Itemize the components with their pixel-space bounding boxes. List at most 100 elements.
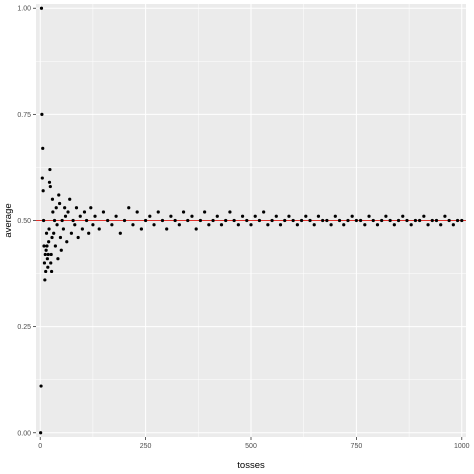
data-point xyxy=(47,180,52,184)
x-axis-ticks: 0 250 500 750 1000 xyxy=(38,437,470,450)
data-point xyxy=(46,252,50,257)
data-point xyxy=(380,218,384,223)
data-point xyxy=(236,223,240,227)
data-point xyxy=(42,261,47,265)
data-point xyxy=(41,218,46,223)
data-point xyxy=(396,218,401,223)
data-point xyxy=(262,210,266,214)
data-point xyxy=(232,218,236,223)
y-tick-label: 0.00 xyxy=(17,430,31,437)
data-point xyxy=(57,193,61,197)
data-point xyxy=(308,218,312,223)
y-tick-label: 1.00 xyxy=(17,6,31,13)
data-point xyxy=(257,218,262,223)
data-point xyxy=(46,265,50,269)
data-point xyxy=(91,223,95,227)
data-point xyxy=(47,240,51,244)
data-point xyxy=(58,201,62,206)
data-point xyxy=(63,214,68,218)
data-point xyxy=(418,218,422,223)
data-point xyxy=(291,218,295,223)
data-point xyxy=(430,218,434,223)
x-tick-label: 500 xyxy=(245,443,257,450)
data-point xyxy=(278,223,283,227)
data-point xyxy=(211,218,215,223)
data-point xyxy=(451,223,455,227)
data-point xyxy=(173,218,177,223)
data-point xyxy=(101,210,106,214)
data-point xyxy=(325,218,329,223)
data-point xyxy=(39,431,43,435)
data-point xyxy=(44,231,49,235)
data-point xyxy=(409,223,413,227)
data-point xyxy=(66,210,70,214)
data-point xyxy=(87,231,91,235)
data-point xyxy=(76,235,80,240)
x-tick-label: 1000 xyxy=(454,443,470,450)
data-point xyxy=(219,223,224,227)
data-point xyxy=(455,218,460,223)
data-point xyxy=(169,214,173,218)
x-axis-title: tosses xyxy=(237,460,265,471)
data-point xyxy=(350,214,354,218)
data-point xyxy=(43,252,47,257)
data-point xyxy=(52,218,57,223)
data-point xyxy=(127,206,131,210)
data-point xyxy=(97,227,101,231)
data-point xyxy=(270,218,274,223)
data-point xyxy=(287,214,291,218)
data-point xyxy=(371,218,375,223)
data-point xyxy=(426,223,430,227)
y-tick-label: 0.75 xyxy=(17,112,31,119)
data-point xyxy=(44,248,48,252)
data-point xyxy=(190,214,194,218)
data-point xyxy=(42,244,46,248)
data-point xyxy=(122,218,127,223)
y-tick-label: 0.50 xyxy=(17,218,31,225)
data-point xyxy=(49,252,53,257)
data-point xyxy=(74,206,79,210)
data-point xyxy=(375,223,380,227)
data-point xyxy=(54,206,58,210)
data-point xyxy=(82,210,87,214)
x-tick-label: 0 xyxy=(38,443,42,450)
data-point xyxy=(71,218,75,223)
data-point xyxy=(118,231,122,235)
data-point xyxy=(56,257,60,261)
data-point xyxy=(447,218,451,223)
data-point xyxy=(439,223,443,227)
data-point xyxy=(61,227,66,231)
data-point xyxy=(274,214,278,218)
y-tick-label: 0.25 xyxy=(17,324,31,331)
data-point xyxy=(253,214,257,218)
data-point xyxy=(59,248,63,252)
data-point xyxy=(367,214,371,218)
data-point xyxy=(44,269,48,274)
data-point xyxy=(321,218,325,223)
data-point xyxy=(45,257,49,261)
data-point xyxy=(135,210,139,214)
data-point xyxy=(177,223,181,227)
data-point xyxy=(80,227,84,231)
data-point xyxy=(69,231,74,235)
data-point xyxy=(434,218,439,223)
data-point xyxy=(68,197,72,201)
data-point xyxy=(186,218,190,223)
data-point xyxy=(316,214,321,218)
data-point xyxy=(460,218,464,223)
data-point xyxy=(228,210,232,214)
data-point xyxy=(110,223,114,227)
data-point xyxy=(49,261,53,265)
data-point xyxy=(346,218,350,223)
data-point xyxy=(144,218,148,223)
data-point xyxy=(295,223,299,227)
data-point xyxy=(152,223,156,227)
data-point xyxy=(51,210,55,214)
data-point xyxy=(55,223,59,227)
data-point xyxy=(43,278,47,282)
data-point xyxy=(41,189,45,193)
data-point xyxy=(93,214,97,218)
data-point xyxy=(148,214,152,218)
data-point xyxy=(312,223,316,227)
